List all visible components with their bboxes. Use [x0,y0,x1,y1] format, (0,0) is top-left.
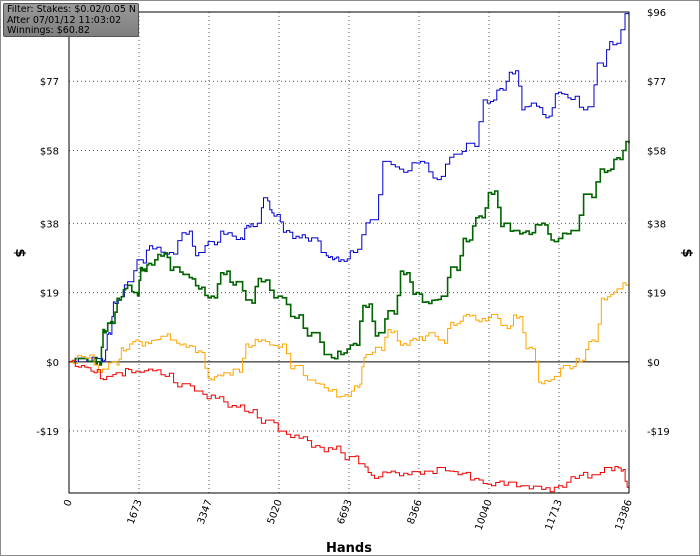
filter-text: Filter: Stakes: $0.02/0.05 NL [7,5,135,15]
series-line-4 [69,359,630,493]
winnings-text: Winnings: $60.82 [7,26,90,36]
after-date-text: After 07/01/12 11:03:02 [7,15,122,26]
series-line-1 [69,12,630,363]
series-lines [69,12,630,493]
x-tick-label: 8366 [406,498,425,526]
y-tick-label-right: -$19 [647,427,670,438]
x-tick-label: 11713 [544,498,565,532]
y-tick-label-left: $38 [40,219,59,230]
y-tick-label-right: $38 [647,219,666,230]
y-tick-label-left: $58 [40,146,59,157]
y-tick-label-right: $77 [647,77,666,88]
x-tick-label: 5020 [266,498,285,526]
y-tick-label-left: $77 [40,77,59,88]
x-tick-label: 6693 [336,498,355,526]
y-tick-label-right: $19 [647,289,666,300]
x-tick-label: 0 [62,498,75,508]
y-tick-label-right: $0 [647,358,660,369]
x-tick-label: 10040 [474,498,495,532]
x-axis-title: Hands [326,541,372,555]
x-tick-label: 13386 [614,498,635,532]
y-axis-title-right: $ [679,248,694,257]
gridlines [69,12,629,493]
y-tick-label-right: $58 [647,146,666,157]
y-tick-label-right: $96 [647,8,666,19]
series-line-3 [69,282,629,398]
y-tick-label-left: $19 [40,289,59,300]
y-axis-title-left: $ [12,248,27,257]
series-line-2 [69,140,630,366]
y-tick-label-left: $0 [46,358,59,369]
x-tick-label: 1673 [126,498,145,526]
x-tick-label: 3347 [196,498,215,526]
y-tick-label-left: -$19 [36,427,59,438]
plot-border [68,11,630,494]
filter-info-box: Filter: Stakes: $0.02/0.05 NL After 07/0… [3,3,139,37]
